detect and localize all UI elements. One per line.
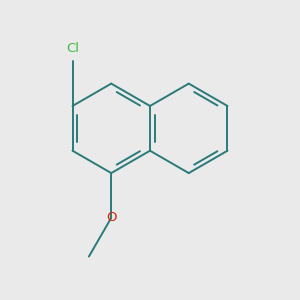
Text: O: O	[106, 211, 116, 224]
Text: Cl: Cl	[66, 42, 79, 55]
